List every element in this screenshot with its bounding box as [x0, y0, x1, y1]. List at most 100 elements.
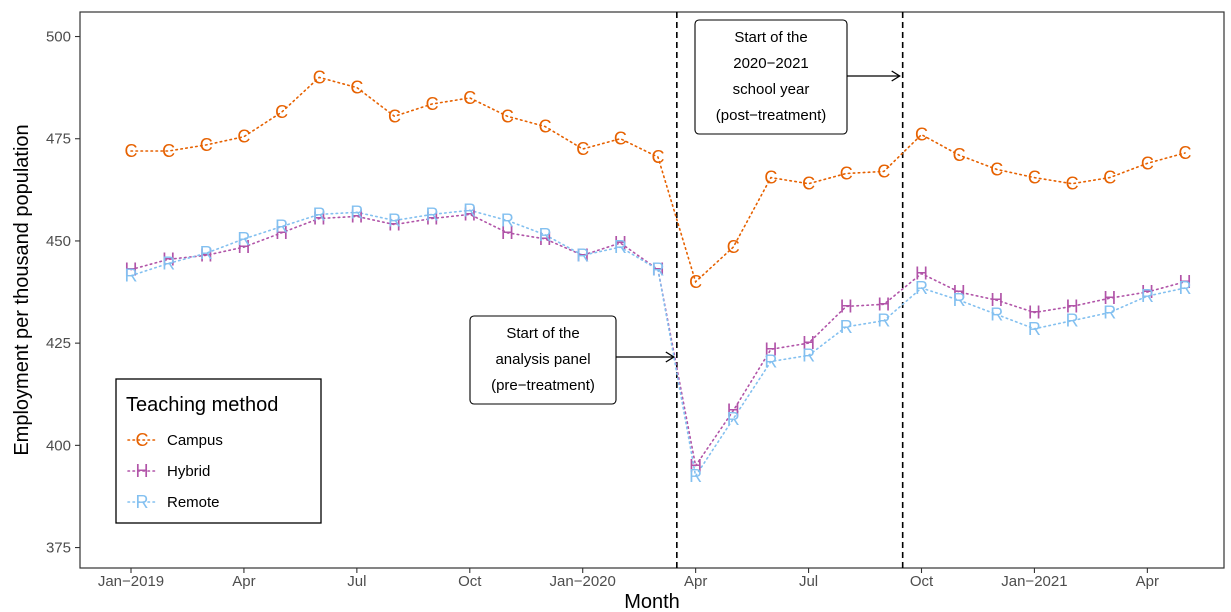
x-tick-label: Jan−2019 — [98, 573, 164, 590]
x-tick-label: Oct — [910, 573, 934, 590]
annotation-text-analysis-panel: (pre−treatment) — [491, 377, 595, 394]
point-hybrid: H — [764, 339, 777, 359]
point-campus: C — [802, 174, 815, 194]
point-remote: R — [915, 278, 928, 298]
point-campus: C — [576, 139, 589, 159]
point-hybrid: H — [539, 229, 552, 249]
point-campus: C — [877, 161, 890, 181]
point-hybrid: H — [463, 204, 476, 224]
point-hybrid: H — [1066, 296, 1079, 316]
point-remote: R — [652, 260, 665, 280]
point-campus: C — [1028, 168, 1041, 188]
point-campus: C — [727, 237, 740, 257]
point-remote: R — [727, 409, 740, 429]
y-tick-label: 425 — [46, 335, 71, 352]
series-line-campus — [130, 76, 1186, 284]
point-remote: R — [764, 352, 777, 372]
point-hybrid: H — [125, 260, 138, 280]
point-hybrid: H — [275, 223, 288, 243]
point-remote: R — [576, 245, 589, 265]
annotation-box-analysis-panel — [469, 315, 617, 405]
point-campus: C — [275, 102, 288, 122]
point-hybrid: H — [1028, 302, 1041, 322]
point-remote: R — [802, 345, 815, 365]
point-campus: C — [237, 127, 250, 147]
y-axis-title: Employment per thousand population — [11, 124, 33, 455]
point-remote: R — [1028, 319, 1041, 339]
x-tick-label: Apr — [1136, 573, 1159, 590]
point-campus: C — [539, 116, 552, 136]
point-remote: R — [350, 202, 363, 222]
point-campus: C — [840, 163, 853, 183]
annotation-text-school-year: 2020−2021 — [733, 55, 809, 72]
point-hybrid: H — [388, 215, 401, 235]
point-hybrid: H — [689, 456, 702, 476]
point-hybrid: H — [953, 282, 966, 302]
point-remote: R — [614, 237, 627, 257]
point-hybrid: H — [576, 245, 589, 265]
point-campus: C — [350, 78, 363, 98]
annotation-arrowhead-school-year — [891, 70, 901, 82]
point-remote: R — [388, 211, 401, 231]
legend-title: Teaching method — [126, 394, 278, 416]
point-remote: R — [501, 211, 514, 231]
legend-label: Remote — [167, 494, 220, 511]
point-remote: R — [463, 200, 476, 220]
x-tick-label: Jan−2021 — [1001, 573, 1067, 590]
point-campus: C — [313, 67, 326, 87]
legend-key-marker: C — [136, 430, 149, 450]
point-remote: R — [840, 317, 853, 337]
annotation-text-analysis-panel: Start of the — [506, 325, 579, 342]
point-hybrid: H — [162, 249, 175, 269]
legend-box — [115, 378, 322, 524]
point-remote: R — [237, 229, 250, 249]
point-remote: R — [539, 225, 552, 245]
point-remote: R — [877, 311, 890, 331]
point-hybrid: H — [501, 223, 514, 243]
point-campus: C — [162, 141, 175, 161]
point-remote: R — [313, 204, 326, 224]
y-tick-label: 400 — [46, 437, 71, 454]
x-axis-title: Month — [624, 591, 680, 612]
annotation-arrowhead-analysis-panel — [665, 351, 676, 363]
point-remote: R — [162, 253, 175, 273]
point-remote: R — [689, 466, 702, 486]
point-hybrid: H — [915, 264, 928, 284]
point-campus: C — [463, 88, 476, 108]
point-hybrid: H — [1179, 272, 1192, 292]
point-campus: C — [1103, 168, 1116, 188]
point-hybrid: H — [652, 260, 665, 280]
point-hybrid: H — [350, 206, 363, 226]
point-hybrid: H — [802, 333, 815, 353]
point-remote: R — [125, 266, 138, 286]
point-campus: C — [388, 106, 401, 126]
point-hybrid: H — [1141, 282, 1154, 302]
point-campus: C — [1066, 174, 1079, 194]
x-tick-label: Jan−2020 — [550, 573, 616, 590]
point-hybrid: H — [200, 245, 213, 265]
point-campus: C — [764, 168, 777, 188]
x-tick-label: Oct — [458, 573, 482, 590]
point-hybrid: H — [990, 290, 1003, 310]
point-campus: C — [1179, 143, 1192, 163]
y-tick-label: 450 — [46, 233, 71, 250]
annotation-text-analysis-panel: analysis panel — [495, 351, 590, 368]
legend-label: Campus — [167, 432, 223, 449]
point-hybrid: H — [426, 208, 439, 228]
legend-key-marker: H — [136, 461, 149, 481]
plot-panel-border — [79, 11, 1225, 569]
point-hybrid: H — [727, 401, 740, 421]
series-line-remote — [130, 209, 1186, 479]
point-remote: R — [1066, 311, 1079, 331]
y-tick-label: 475 — [46, 131, 71, 148]
x-tick-label: Jul — [347, 573, 366, 590]
point-hybrid: H — [237, 237, 250, 257]
point-remote: R — [426, 204, 439, 224]
x-tick-label: Apr — [232, 573, 255, 590]
point-hybrid: H — [614, 233, 627, 253]
point-campus: C — [614, 129, 627, 149]
annotation-text-school-year: school year — [733, 81, 810, 98]
point-hybrid: H — [1103, 288, 1116, 308]
annotation-text-school-year: Start of the — [734, 29, 807, 46]
